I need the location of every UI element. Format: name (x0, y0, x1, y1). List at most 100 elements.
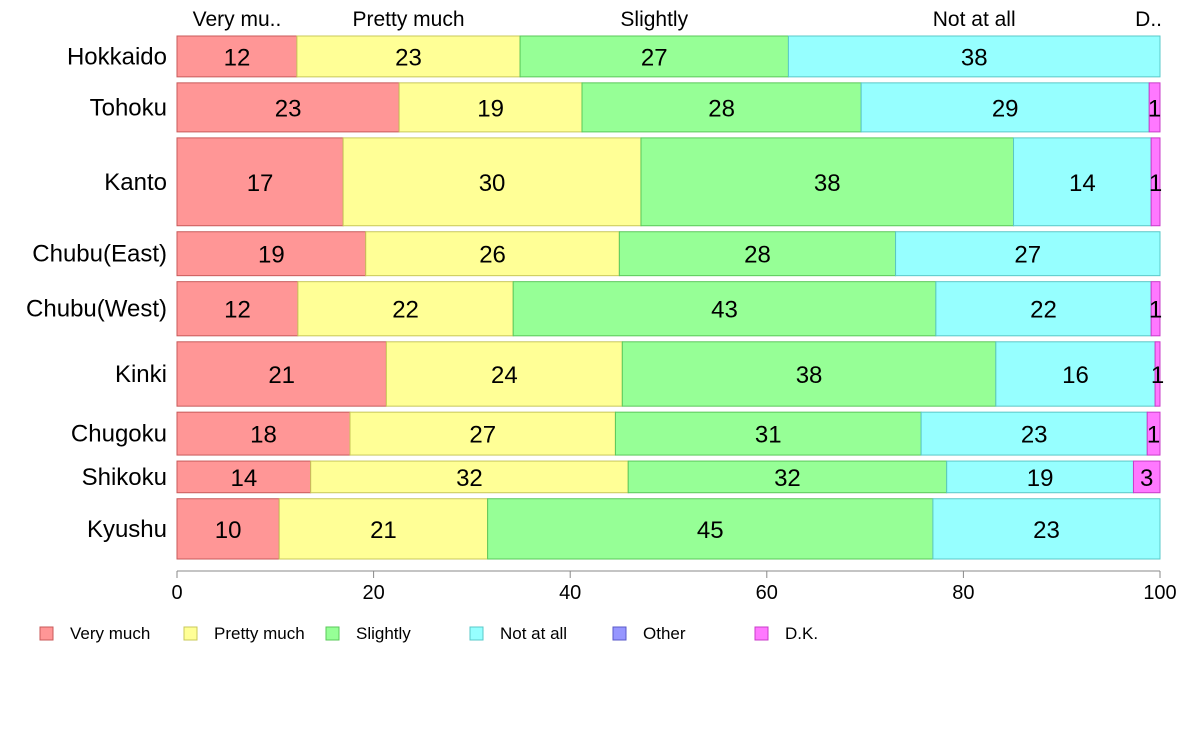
data-label: 21 (268, 362, 295, 389)
top-label-2: Slightly (620, 8, 688, 31)
bar-segment (176, 411, 351, 456)
legend-label: Very much (70, 624, 150, 643)
bar-row-5: Kinki 21 24 38 16 1 (115, 341, 1164, 407)
x-tick-label: 20 (362, 582, 384, 604)
bar-segment (487, 498, 934, 560)
bar-segment (640, 137, 1015, 227)
legend: Very much Pretty much Slightly Not at all Ot… (39, 624, 818, 643)
bar-segment (278, 498, 489, 560)
data-label: 1 (1148, 95, 1161, 122)
data-label: 18 (250, 422, 277, 449)
data-label: 12 (224, 297, 251, 324)
data-label: 10 (215, 517, 242, 544)
category-label: Kyushu (87, 516, 167, 543)
bar-segment (310, 460, 629, 494)
data-label: 30 (479, 170, 506, 197)
x-tick-label: 80 (952, 582, 974, 604)
data-label: 19 (258, 242, 285, 269)
data-label: 32 (456, 465, 483, 492)
bar-segment (787, 35, 1161, 78)
data-label: 3 (1140, 465, 1153, 492)
bar-row-8: Kyushu 10 21 45 23 (87, 498, 1161, 560)
legend-swatch (612, 626, 627, 641)
bar-row-3: Chubu(East) 19 26 28 27 (32, 231, 1161, 277)
data-label: 26 (479, 242, 506, 269)
bar-segment (1150, 137, 1161, 227)
legend-label: Pretty much (214, 624, 305, 643)
legend-label: Other (643, 624, 686, 643)
bar-segment (176, 460, 312, 494)
bar-segment (1150, 281, 1161, 337)
bar-segment (946, 460, 1134, 494)
data-label: 32 (774, 465, 801, 492)
x-tick-label: 60 (756, 582, 778, 604)
x-tick-label: 40 (559, 582, 581, 604)
bar-segment (1013, 137, 1152, 227)
bar-segment (1148, 82, 1161, 133)
bar-segment (1132, 460, 1161, 494)
bar-row-1: Tohoku 23 19 28 29 1 (90, 82, 1161, 133)
bar-segment (1154, 341, 1161, 407)
bar-segment (895, 231, 1161, 277)
legend-swatch (183, 626, 198, 641)
data-label: 16 (1062, 362, 1089, 389)
bar-segment (920, 411, 1148, 456)
bar-segment (296, 35, 521, 78)
data-label: 38 (796, 362, 823, 389)
bar-segment (614, 411, 922, 456)
top-label-3: Not at all (933, 8, 1016, 31)
category-label: Chubu(West) (26, 296, 167, 323)
bar-segment (176, 498, 280, 560)
top-label-0: Very mu.. (193, 8, 282, 31)
legend-label: Not at all (500, 624, 567, 643)
bar-segment (519, 35, 789, 78)
bar-segment (349, 411, 616, 456)
bar-segment (621, 341, 997, 407)
bar-segment (176, 35, 298, 78)
data-label: 23 (1021, 422, 1048, 449)
data-label: 22 (392, 297, 419, 324)
data-label: 28 (708, 95, 735, 122)
bar-segment (932, 498, 1161, 560)
x-tick-label: 0 (171, 582, 182, 604)
legend-swatch (469, 626, 484, 641)
top-label-4: D.. (1135, 8, 1162, 31)
category-label: Chubu(East) (32, 241, 167, 268)
category-label: Shikoku (82, 464, 167, 491)
bar-segment (935, 281, 1152, 337)
data-label: 1 (1149, 170, 1162, 197)
data-label: 14 (230, 465, 257, 492)
data-label: 1 (1151, 362, 1164, 389)
bar-segment (512, 281, 937, 337)
bar-segment (1146, 411, 1161, 456)
bar-segment (342, 137, 642, 227)
bar-row-2: Kanto 17 30 38 14 1 (104, 137, 1162, 227)
bar-segment (176, 341, 387, 407)
category-label: Chugoku (71, 421, 167, 448)
data-label: 1 (1149, 297, 1162, 324)
bar-row-4: Chubu(West) 12 22 43 22 1 (26, 281, 1162, 337)
data-label: 24 (491, 362, 518, 389)
data-label: 23 (275, 95, 302, 122)
data-label: 19 (1027, 465, 1054, 492)
legend-swatch (754, 626, 769, 641)
data-label: 38 (961, 44, 988, 71)
bar-row-7: Shikoku 14 32 32 19 3 (82, 460, 1161, 494)
bar-segment (385, 341, 623, 407)
category-label: Hokkaido (67, 43, 167, 70)
bar-segment (176, 231, 367, 277)
bar-row-0: Hokkaido 12 23 27 38 (67, 35, 1161, 78)
data-label: 27 (641, 44, 668, 71)
data-label: 38 (814, 170, 841, 197)
x-tick-label: 100 (1143, 582, 1176, 604)
legend-swatch (325, 626, 340, 641)
bar-segment (365, 231, 620, 277)
data-label: 14 (1069, 170, 1096, 197)
data-label: 45 (697, 517, 724, 544)
data-label: 31 (755, 422, 782, 449)
bar-row-6: Chugoku 18 27 31 23 1 (71, 411, 1161, 456)
data-label: 1 (1147, 422, 1160, 449)
bar-segment (581, 82, 862, 133)
data-label: 43 (711, 297, 738, 324)
data-label: 23 (395, 44, 422, 71)
